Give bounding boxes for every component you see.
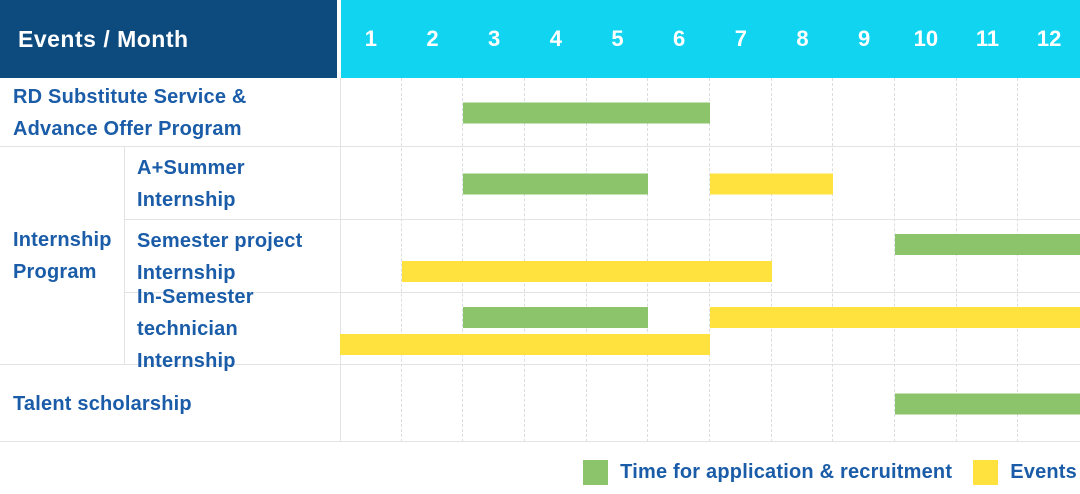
row-label-line: Semester project (137, 229, 303, 252)
table-bottom-border (0, 441, 1080, 442)
legend-label-events: Events (1010, 460, 1077, 483)
month-header-row: 1 2 3 4 5 6 7 8 9 10 11 12 (340, 0, 1080, 78)
month-column-2 (402, 78, 464, 442)
month-header-3: 3 (488, 26, 501, 51)
month-header-2: 2 (426, 26, 439, 51)
gantt-bar-events-month7-to-12 (710, 307, 1080, 328)
row-label-rd-substitute: RD Substitute Service & Advance Offer Pr… (0, 78, 340, 147)
header-title: Events / Month (18, 25, 189, 52)
label-column-divider (340, 78, 341, 442)
month-column-7 (710, 78, 772, 442)
month-column-3 (463, 78, 525, 442)
row-divider (0, 146, 1080, 147)
month-column-1 (340, 78, 402, 442)
legend-label-application: Time for application & recruitment (620, 460, 953, 483)
gantt-row-talent-scholarship (340, 365, 1080, 442)
month-header-7: 7 (734, 26, 747, 51)
month-header-8: 8 (796, 26, 809, 51)
header-events-month-cell: Events / Month (0, 0, 340, 78)
row-label-line: Advance Offer Program (13, 117, 242, 140)
month-column-9 (833, 78, 895, 442)
month-column-6 (648, 78, 710, 442)
month-header-12: 12 (1036, 26, 1062, 51)
month-header-11: 11 (975, 26, 1000, 51)
row-label-line: Internship (137, 261, 236, 284)
row-label-line: Internship (137, 188, 236, 211)
row-label-talent-scholarship: Talent scholarship (0, 365, 340, 442)
month-column-4 (525, 78, 587, 442)
month-gridlines (340, 78, 1080, 442)
row-label-line: technician Internship (137, 318, 238, 372)
month-column-5 (587, 78, 649, 442)
row-label-line: In-Semester (137, 286, 254, 308)
legend: Time for application & recruitment Event… (583, 456, 1077, 488)
gantt-bar-application-month3-to-6 (463, 102, 710, 123)
row-label-semester-project: Semester project Internship (124, 220, 340, 293)
row-divider (124, 219, 1080, 220)
month-column-10 (895, 78, 957, 442)
month-header-10: 10 (913, 26, 939, 51)
gantt-row-in-semester-technician (340, 293, 1080, 365)
row-label-line: Talent scholarship (13, 392, 192, 415)
month-column-11 (957, 78, 1019, 442)
gantt-bar-application-month10-to-12 (895, 393, 1080, 414)
gantt-bar-application-month3-to-5 (463, 307, 649, 328)
legend-swatch-application (583, 459, 609, 485)
month-header-6: 6 (673, 26, 686, 51)
month-header-9: 9 (858, 26, 871, 51)
group-label-line: Program (13, 261, 97, 283)
row-label-line: RD Substitute Service & (13, 85, 247, 108)
header-divider (337, 0, 341, 78)
gantt-bar-application-month3-to-5 (463, 173, 649, 194)
gantt-bar-application-month10-to-12 (895, 234, 1080, 255)
group-column-divider (124, 147, 125, 365)
month-column-8 (772, 78, 834, 442)
gantt-row-rd-substitute (340, 78, 1080, 147)
month-header-4: 4 (549, 26, 562, 51)
row-label-line: A+Summer (137, 156, 245, 179)
row-label-in-semester-technician: In-Semester technician Internship (124, 286, 340, 372)
gantt-bar-events-month1-to-6 (340, 334, 710, 355)
legend-swatch-events (973, 459, 999, 485)
gantt-bar-events-month2-to-7 (401, 261, 772, 282)
row-divider (0, 364, 1080, 365)
month-header-1: 1 (364, 26, 377, 51)
gantt-row-semester-project (340, 220, 1080, 293)
group-label-line: Internship (13, 229, 112, 251)
row-divider (124, 292, 1080, 293)
month-header-5: 5 (611, 26, 624, 51)
group-label-internship-program: Internship Program (0, 147, 124, 365)
gantt-bar-events-month7-to-8 (710, 173, 834, 194)
row-label-a-plus-summer: A+Summer Internship (124, 147, 340, 220)
gantt-row-a-plus-summer (340, 147, 1080, 220)
